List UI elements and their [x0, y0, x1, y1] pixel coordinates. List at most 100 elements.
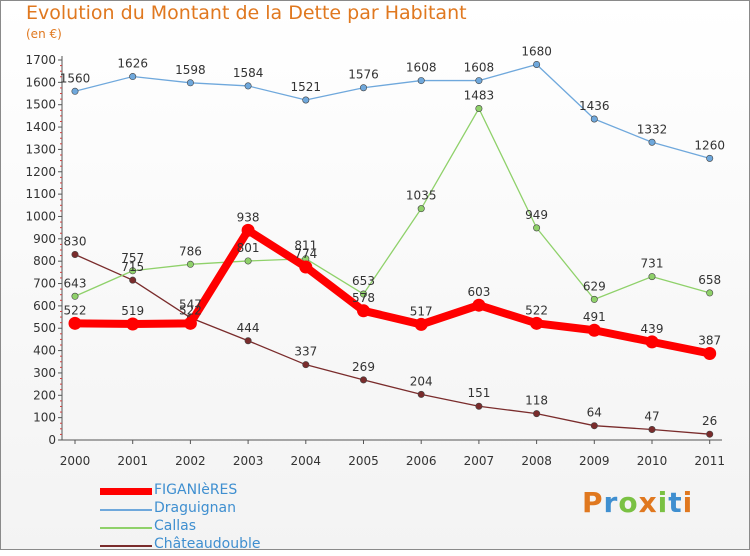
data-label-callas: 731: [641, 257, 664, 271]
data-point-callas: [359, 290, 367, 298]
y-tick-label: 900: [33, 232, 56, 246]
data-label-callas: 643: [64, 276, 87, 290]
data-point-draguignan: [417, 77, 425, 85]
data-point-callas: [129, 267, 137, 275]
x-tick-label: 2006: [406, 454, 437, 468]
y-tick-label: 1700: [25, 53, 56, 67]
data-point-figanieres: [645, 335, 659, 349]
data-label-figanieres: 517: [410, 304, 433, 318]
logo-letter: r: [603, 486, 619, 519]
data-label-chateaudouble: 204: [410, 374, 433, 388]
data-label-figanieres: 578: [352, 291, 375, 305]
x-tick-label: 2005: [348, 454, 379, 468]
data-point-figanieres: [357, 304, 370, 318]
data-label-draguignan: 1436: [579, 99, 610, 113]
x-tick-label: 2001: [117, 454, 148, 468]
data-point-callas: [533, 224, 541, 232]
data-point-draguignan: [302, 96, 310, 104]
y-tick-label: 500: [33, 321, 56, 335]
data-point-draguignan: [706, 154, 714, 162]
chart-axes: 0 100 200 300 400 500 600 700 800 900 1000 1100 1200…: [25, 53, 725, 468]
data-label-draguignan: 1626: [117, 57, 148, 71]
series-line-callas: [74, 107, 710, 301]
data-point-chateaudouble: [302, 361, 310, 369]
data-point-callas: [244, 257, 252, 265]
data-point-callas: [590, 295, 598, 303]
data-label-callas: 653: [352, 274, 375, 288]
x-tick-label: 2003: [233, 454, 264, 468]
x-tick-label: 2004: [291, 454, 322, 468]
data-label-figanieres: 938: [237, 210, 260, 224]
data-point-chateaudouble: [417, 390, 425, 398]
data-point-chateaudouble: [590, 422, 598, 430]
data-label-figanieres: 439: [641, 322, 664, 336]
data-label-draguignan: 1521: [291, 80, 322, 94]
x-tick-label: 2010: [637, 454, 668, 468]
data-point-draguignan: [475, 77, 483, 85]
data-point-draguignan: [244, 82, 252, 90]
chart-data-labels: 522 519 522 938 774 578 517 603 522 491 439 387 1560…: [60, 44, 725, 428]
y-tick-label: 100: [33, 411, 56, 425]
data-point-draguignan: [590, 115, 598, 123]
y-tick-label: 1400: [25, 120, 56, 134]
y-tick-label: 600: [33, 299, 56, 313]
legend-swatch-figanieres: [100, 488, 152, 495]
y-tick-label: 1500: [25, 98, 56, 112]
data-label-callas: 1483: [464, 89, 495, 103]
proxiti-logo: Proxiti: [582, 486, 693, 519]
data-point-figanieres: [68, 316, 82, 330]
legend-swatch-callas: [100, 527, 152, 529]
data-point-callas: [417, 205, 425, 213]
data-label-chateaudouble: 64: [587, 406, 602, 420]
data-point-draguignan: [129, 73, 137, 81]
data-point-callas: [706, 289, 714, 297]
data-point-draguignan: [533, 60, 541, 68]
logo-letter: t: [668, 486, 683, 519]
logo-letter: o: [618, 486, 639, 519]
data-point-chateaudouble: [71, 250, 79, 258]
data-label-draguignan: 1560: [60, 71, 91, 85]
x-tick-label: 2009: [579, 454, 610, 468]
data-point-callas: [71, 292, 79, 300]
data-label-callas: 811: [294, 239, 317, 253]
data-point-chateaudouble: [244, 337, 252, 345]
data-point-callas: [475, 105, 483, 113]
data-label-chateaudouble: 269: [352, 360, 375, 374]
data-label-figanieres: 491: [583, 310, 606, 324]
y-tick-label: 1000: [25, 209, 56, 223]
data-point-draguignan: [359, 84, 367, 92]
logo-letter: i: [657, 486, 669, 519]
data-label-callas: 757: [121, 251, 144, 265]
y-tick-label: 200: [33, 388, 56, 402]
series-line-chateaudouble: [74, 253, 710, 435]
data-label-chateaudouble: 715: [121, 260, 144, 274]
data-label-draguignan: 1260: [694, 138, 725, 152]
data-label-callas: 1035: [406, 189, 437, 203]
data-label-callas: 949: [525, 208, 548, 222]
x-tick-label: 2000: [60, 454, 91, 468]
data-label-figanieres: 603: [467, 285, 490, 299]
data-point-figanieres: [414, 317, 428, 331]
legend-label-draguignan: Draguignan: [154, 500, 236, 516]
data-point-figanieres: [703, 346, 717, 360]
data-point-callas: [186, 260, 194, 268]
data-label-figanieres: 387: [698, 333, 721, 347]
data-point-callas: [648, 273, 656, 281]
legend-label-callas: Callas: [154, 518, 197, 534]
y-tick-label: 0: [48, 433, 56, 447]
data-label-chateaudouble: 26: [702, 414, 717, 428]
data-label-figanieres: 522: [525, 303, 548, 317]
data-label-figanieres: 774: [294, 247, 317, 261]
data-label-callas: 801: [237, 241, 260, 255]
data-label-draguignan: 1584: [233, 66, 264, 80]
data-label-chateaudouble: 118: [525, 394, 548, 408]
data-point-figanieres: [126, 317, 140, 331]
data-label-chateaudouble: 830: [64, 234, 87, 248]
data-label-draguignan: 1608: [464, 61, 495, 75]
data-label-chateaudouble: 151: [467, 386, 490, 400]
data-point-chateaudouble: [706, 430, 714, 438]
data-point-chateaudouble: [475, 402, 483, 410]
data-label-chateaudouble: 47: [644, 409, 659, 423]
y-tick-label: 800: [33, 254, 56, 268]
